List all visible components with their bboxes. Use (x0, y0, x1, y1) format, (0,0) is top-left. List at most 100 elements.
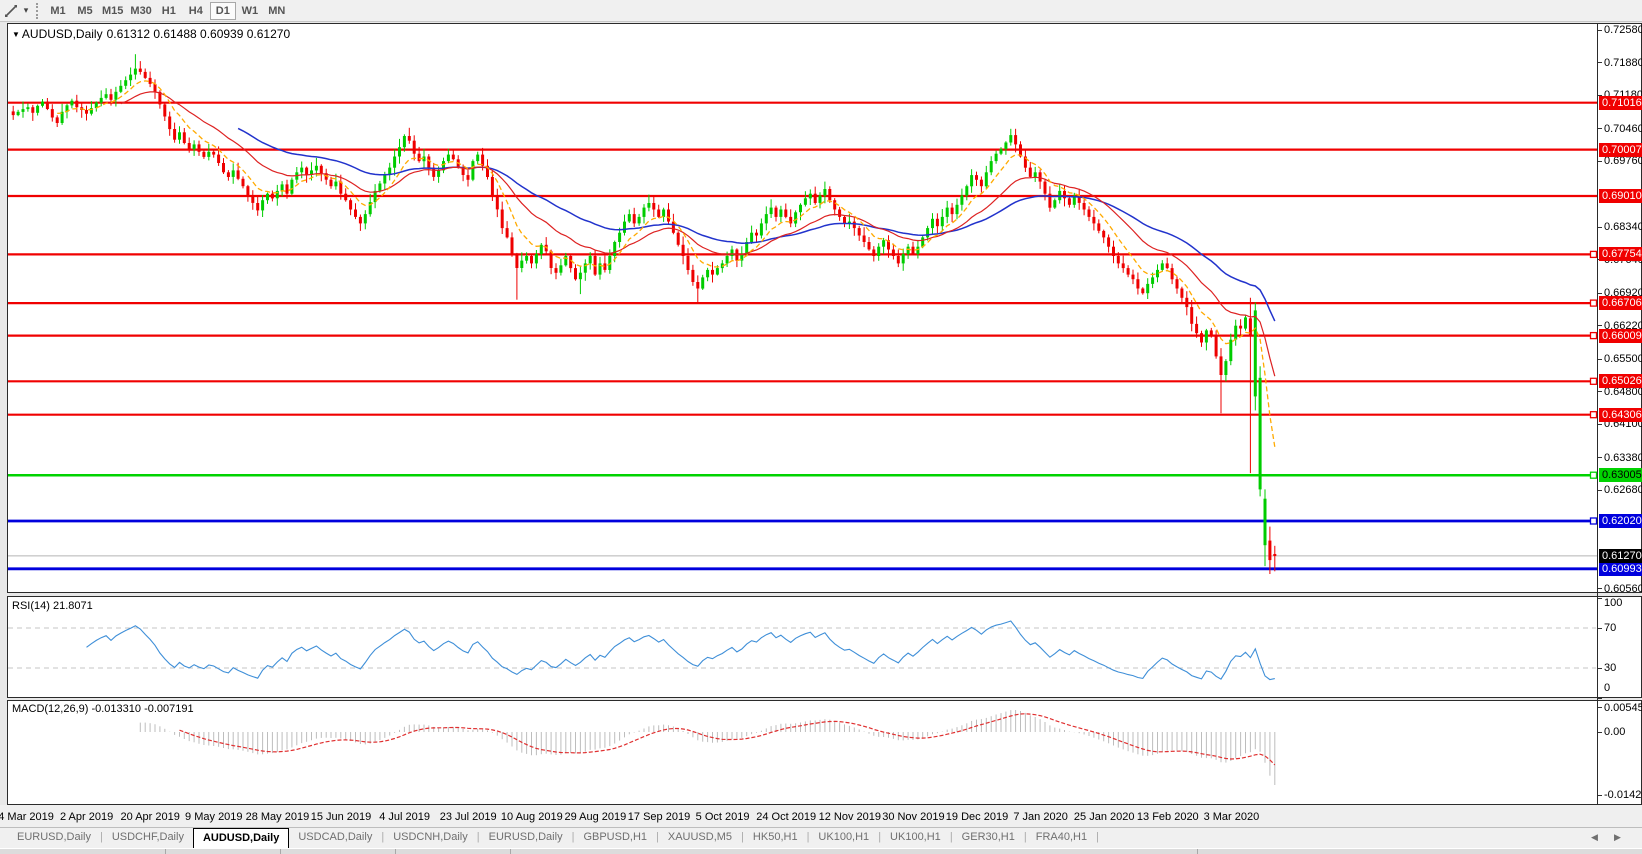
level-handle-0.63005[interactable] (1589, 471, 1598, 479)
tabs-scroll-left-icon[interactable]: ◀ (1591, 832, 1598, 842)
price-axis-tick (1598, 29, 1602, 31)
chart-tab-hk50-h1[interactable]: HK50,H1 (752, 831, 798, 843)
chart-symbol-label: AUDUSD,Daily (21, 27, 103, 41)
timeframe-button-w1[interactable]: W1 (241, 4, 259, 17)
chart-tab-fra40-h1[interactable]: FRA40,H1 (1035, 831, 1088, 843)
rsi-axis-tick (1598, 667, 1602, 669)
horizontal-level-lines[interactable] (7, 101, 1597, 571)
chart-tab-uk100-h1[interactable]: UK100,H1 (818, 831, 870, 843)
date-axis-label: 9 May 2019 (185, 811, 243, 823)
chart-canvas[interactable] (7, 23, 1642, 805)
toolbar-grip[interactable] (36, 2, 39, 19)
price-axis-label: 0.70460 (1604, 122, 1642, 135)
timeframe-buttons: M1 M5 M15 M30 H1 H4 D1 W1 MN (45, 1, 291, 20)
level-price-label: 0.65026 (1599, 374, 1642, 389)
timeframe-button-m15[interactable]: M15 (102, 4, 124, 17)
level-price-label: 0.70007 (1599, 142, 1642, 157)
date-axis-label: 13 Feb 2020 (1136, 811, 1199, 823)
date-axis-label: 10 Aug 2019 (500, 811, 563, 823)
chart-dropdown-icon[interactable]: ▼ (12, 30, 20, 39)
price-axis-tick (1598, 160, 1602, 162)
chart-tab-usdcad-daily[interactable]: USDCAD,Daily (298, 831, 373, 843)
level-price-label: 0.71016 (1599, 95, 1642, 110)
level-handle-0.64306[interactable] (1589, 411, 1598, 419)
level-price-label: 0.69010 (1599, 189, 1642, 203)
chart-tab-usdcnh-daily[interactable]: USDCNH,Daily (393, 831, 468, 843)
current-price-label: 0.61270 (1599, 548, 1642, 563)
status-bar (0, 848, 1642, 854)
chart-ohlc-values: 0.61312 0.61488 0.60939 0.61270 (106, 27, 291, 41)
chart-tab-usdchf-daily[interactable]: USDCHF,Daily (111, 831, 184, 843)
rsi-axis-tick (1598, 597, 1602, 599)
rsi-axis-tick (1598, 627, 1602, 629)
price-axis-label: 0.60560 (1604, 582, 1642, 595)
date-axis-label: 19 Dec 2019 (945, 811, 1009, 823)
rsi-axis-tick (1598, 697, 1602, 699)
chart-tab-gbpusd-h1[interactable]: GBPUSD,H1 (583, 831, 648, 843)
tabs-scroll-right-icon[interactable]: ▶ (1614, 832, 1621, 842)
tab-separator: | (741, 831, 744, 843)
date-axis-label: 17 Sep 2019 (627, 811, 691, 823)
chart-tab-ger30-h1[interactable]: GER30,H1 (961, 831, 1015, 843)
chart-tab-uk100-h1[interactable]: UK100,H1 (890, 831, 941, 843)
price-axis-tick (1598, 292, 1602, 294)
date-axis-label: 2 Apr 2019 (59, 811, 114, 823)
price-axis-label: 0.62680 (1604, 484, 1642, 497)
date-axis-label: 20 Apr 2019 (120, 811, 180, 823)
tab-separator: | (949, 831, 953, 843)
level-price-label: 0.60993 (1599, 561, 1642, 576)
timeframe-button-d1[interactable]: D1 (209, 1, 236, 20)
rsi-line (86, 620, 1275, 681)
date-axis-label: 7 Jan 2020 (1013, 811, 1068, 823)
chart-tab-eurusd-daily[interactable]: EURUSD,Daily (17, 831, 91, 843)
level-handle-0.66706[interactable] (1589, 299, 1598, 307)
chart-tab-audusd-daily[interactable]: AUDUSD,Daily (192, 828, 290, 848)
macd-axis-label: -0.014204 (1604, 789, 1642, 801)
level-price-label: 0.67754 (1599, 247, 1642, 262)
date-axis-label: 29 Aug 2019 (564, 811, 627, 823)
date-axis-label: 30 Nov 2019 (882, 811, 945, 823)
date-axis-label: 14 Mar 2019 (0, 811, 54, 823)
rsi-axis-label: 100 (1604, 597, 1623, 609)
chart-tabs-bar: EURUSD,Daily | USDCHF,Daily AUDUSD,Daily USD… (0, 827, 1642, 848)
chart-tab-xauusd-m5[interactable]: XAUUSD,M5 (667, 831, 733, 843)
line-tool-icon[interactable] (2, 3, 20, 19)
price-axis-tick (1598, 391, 1602, 393)
tab-separator: | (878, 831, 882, 843)
tab-separator: | (571, 831, 575, 843)
rsi-label: RSI(14) 21.8071 (12, 600, 93, 612)
timeframe-button-m30[interactable]: M30 (130, 4, 152, 17)
price-axis-tick (1598, 325, 1602, 327)
date-axis-label: 23 Jul 2019 (439, 811, 497, 823)
tab-separator: | (99, 831, 103, 843)
macd-axis-tick (1598, 707, 1602, 709)
date-axis-label: 24 Oct 2019 (756, 811, 817, 823)
timeframe-button-mn[interactable]: MN (268, 4, 286, 17)
timeframe-button-h4[interactable]: H4 (188, 4, 203, 17)
status-bar-divider (165, 849, 166, 854)
timeframe-button-m1[interactable]: M1 (50, 4, 66, 17)
price-axis-label: 0.72580 (1604, 24, 1642, 36)
level-handle-0.66009[interactable] (1589, 331, 1598, 340)
chart-tab-eurusd-daily[interactable]: EURUSD,Daily (488, 831, 563, 843)
toolbar-dropdown-caret-icon[interactable]: ▾ (23, 5, 29, 15)
macd-label: MACD(12,26,9) -0.013310 -0.007191 (12, 703, 194, 715)
rsi-axis-label: 0 (1604, 682, 1611, 694)
rsi-axis-label: 30 (1604, 662, 1617, 674)
level-handle-0.65026[interactable] (1589, 377, 1598, 385)
level-handle-0.67754[interactable] (1589, 250, 1598, 259)
price-axis-label: 0.71880 (1604, 56, 1642, 69)
level-handle-0.62020[interactable] (1589, 517, 1598, 525)
date-axis-label: 15 Jun 2019 (310, 811, 372, 823)
price-axis-tick (1598, 62, 1602, 64)
timeframe-button-m5[interactable]: M5 (77, 4, 93, 17)
date-axis: 14 Mar 2019 2 Apr 2019 20 Apr 2019 9 May 20… (0, 805, 1642, 827)
price-axis-tick (1598, 226, 1602, 228)
tab-separator: | (806, 831, 810, 843)
price-axis-label: 0.65500 (1604, 353, 1642, 366)
price-axis-label: 0.64800 (1604, 385, 1642, 398)
macd-axis-tick (1598, 794, 1602, 796)
timeframe-button-h1[interactable]: H1 (161, 4, 176, 17)
toolbar: ▾ M1 M5 M15 M30 H1 H4 D1 W1 MN (0, 0, 1642, 22)
tab-separator: | (1023, 831, 1027, 843)
